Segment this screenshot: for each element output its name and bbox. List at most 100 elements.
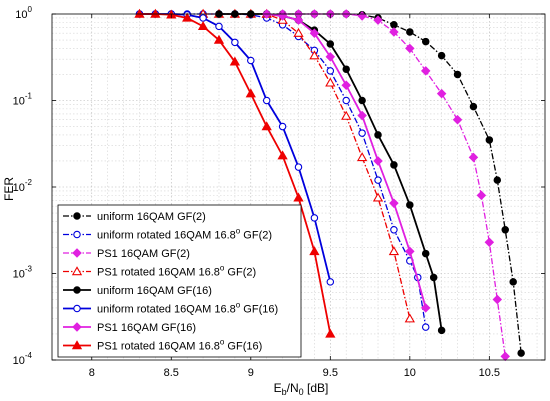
data-point bbox=[71, 266, 83, 276]
data-point bbox=[134, 8, 145, 18]
data-point bbox=[373, 156, 383, 166]
data-point bbox=[453, 70, 462, 79]
legend-label: PS1 rotated 16QAM 16.8o GF(16) bbox=[97, 338, 262, 353]
data-point bbox=[420, 66, 431, 76]
series-7 bbox=[261, 9, 431, 313]
data-point bbox=[390, 226, 398, 234]
data-point bbox=[389, 198, 399, 208]
data-point bbox=[372, 192, 384, 202]
data-point bbox=[404, 313, 415, 323]
data-point bbox=[421, 323, 430, 331]
data-point bbox=[73, 230, 81, 239]
data-point bbox=[309, 28, 320, 38]
legend-item: PS1 rotated 16QAM 16.8o GF(2) bbox=[63, 264, 256, 279]
legend-label: uniform 16QAM GF(2) bbox=[97, 211, 206, 223]
data-point bbox=[326, 40, 335, 48]
data-point bbox=[485, 136, 494, 144]
data-point bbox=[215, 22, 223, 31]
y-axis-label: FER bbox=[2, 177, 16, 201]
data-point bbox=[429, 273, 438, 282]
data-point bbox=[309, 246, 320, 256]
legend-item: PS1 16QAM GF(2) bbox=[63, 248, 190, 260]
legend: uniform 16QAM GF(2) uniform rotated 16QAM… bbox=[57, 204, 302, 358]
data-point bbox=[293, 192, 304, 202]
data-point bbox=[421, 37, 430, 46]
data-point bbox=[197, 21, 209, 31]
series-8 bbox=[134, 8, 336, 338]
data-point bbox=[342, 65, 350, 73]
data-point bbox=[341, 110, 352, 120]
data-point bbox=[509, 278, 517, 286]
data-point bbox=[150, 8, 161, 18]
data-point bbox=[421, 249, 430, 258]
series-line bbox=[203, 13, 411, 319]
data-point bbox=[277, 150, 288, 160]
data-point bbox=[309, 50, 320, 60]
data-point bbox=[326, 67, 335, 75]
data-point bbox=[468, 152, 479, 163]
data-point bbox=[199, 14, 207, 22]
data-point bbox=[493, 176, 502, 184]
y-tick-label: 10-1 bbox=[13, 92, 33, 108]
data-point bbox=[358, 96, 366, 105]
y-tick-label: 10-4 bbox=[13, 351, 33, 367]
data-point bbox=[390, 21, 398, 29]
legend-item: uniform rotated 16QAM 16.8o GF(16) bbox=[63, 301, 278, 316]
data-point bbox=[388, 246, 400, 256]
data-point bbox=[374, 176, 382, 184]
data-point bbox=[500, 351, 511, 362]
data-point bbox=[325, 328, 336, 338]
data-point bbox=[501, 226, 509, 234]
data-point bbox=[389, 27, 399, 37]
data-point bbox=[405, 43, 415, 54]
y-tick-label: 100 bbox=[15, 5, 32, 21]
data-point bbox=[357, 110, 367, 121]
data-point bbox=[182, 12, 193, 22]
data-point bbox=[293, 27, 304, 37]
data-point bbox=[325, 77, 336, 87]
data-point bbox=[229, 56, 241, 66]
legend-label: PS1 16QAM GF(2) bbox=[97, 248, 190, 260]
data-point bbox=[406, 28, 414, 36]
x-axis-label: Eb/N0 [dB] bbox=[274, 381, 329, 397]
data-point bbox=[437, 326, 446, 335]
data-point bbox=[390, 161, 398, 169]
data-point bbox=[406, 201, 414, 209]
data-point bbox=[294, 163, 303, 171]
data-point bbox=[484, 237, 495, 247]
legend-label: uniform rotated 16QAM 16.8o GF(16) bbox=[97, 301, 278, 316]
legend-item: uniform 16QAM GF(16) bbox=[63, 285, 212, 297]
data-point bbox=[325, 52, 336, 62]
data-point bbox=[356, 152, 368, 162]
data-point bbox=[245, 88, 256, 98]
data-point bbox=[73, 286, 81, 294]
legend-label: PS1 rotated 16QAM 16.8o GF(2) bbox=[97, 264, 256, 279]
data-point bbox=[517, 349, 525, 357]
x-tick-label: 10.5 bbox=[479, 367, 500, 379]
legend-item: uniform rotated 16QAM 16.8o GF(2) bbox=[63, 227, 272, 242]
data-point bbox=[247, 56, 255, 65]
data-point bbox=[293, 15, 304, 25]
legend-label: uniform rotated 16QAM 16.8o GF(2) bbox=[97, 227, 272, 242]
data-point bbox=[341, 80, 351, 91]
data-point bbox=[72, 248, 82, 258]
data-point bbox=[310, 214, 319, 222]
data-point bbox=[71, 340, 83, 350]
x-tick-label: 8.5 bbox=[164, 367, 179, 379]
data-point bbox=[73, 212, 81, 220]
legend-box bbox=[57, 204, 302, 358]
y-tick-label: 10-3 bbox=[13, 265, 33, 281]
legend-item: PS1 16QAM GF(16) bbox=[63, 322, 196, 334]
data-point bbox=[342, 96, 350, 105]
data-point bbox=[420, 303, 431, 313]
data-point bbox=[358, 129, 366, 137]
data-point bbox=[213, 34, 225, 44]
legend-item: uniform 16QAM GF(2) bbox=[63, 211, 206, 223]
data-point bbox=[405, 246, 415, 257]
x-tick-label: 9 bbox=[248, 367, 254, 379]
data-point bbox=[374, 131, 382, 139]
data-point bbox=[278, 122, 287, 131]
x-tick-label: 9.5 bbox=[323, 367, 338, 379]
x-tick-label: 8 bbox=[89, 367, 95, 379]
